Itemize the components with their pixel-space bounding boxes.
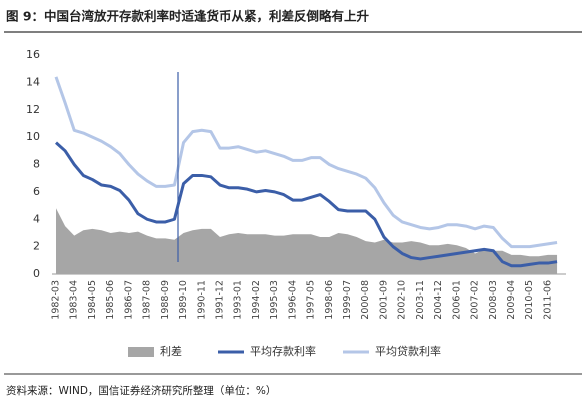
x-tick-label: 1982-03 [51, 280, 62, 320]
y-tick-label: 10 [26, 130, 40, 143]
x-tick-label: 1998-06 [324, 280, 335, 320]
y-tick-label: 6 [33, 185, 40, 198]
spread-area [56, 208, 558, 274]
legend-swatch [128, 347, 154, 357]
legend-label: 平均贷款利率 [375, 344, 441, 358]
x-tick-label: 1986-07 [123, 280, 134, 320]
y-tick-label: 2 [33, 240, 40, 253]
x-tick-label: 2003-11 [415, 280, 426, 320]
x-tick-label: 1994-02 [251, 280, 262, 320]
x-tick-label: 2000-08 [360, 280, 371, 320]
legend-label: 平均存款利率 [250, 344, 316, 358]
y-tick-label: 14 [26, 75, 40, 88]
y-tick-label: 16 [26, 48, 40, 61]
legend-label: 利差 [160, 344, 182, 358]
x-tick-label: 1984-05 [87, 280, 98, 320]
x-tick-label: 1985-06 [105, 280, 116, 320]
x-tick-label: 1993-01 [233, 280, 244, 320]
y-tick-label: 12 [26, 103, 40, 116]
x-tick-label: 2009-04 [506, 280, 517, 320]
x-tick-label: 2011-06 [542, 280, 553, 320]
x-tick-label: 2006-01 [451, 280, 462, 320]
x-tick-label: 1995-03 [269, 280, 280, 320]
y-tick-label: 4 [33, 212, 40, 225]
x-tick-label: 1990-11 [196, 280, 207, 320]
rate-line [54, 76, 558, 249]
x-tick-label: 1991-12 [214, 280, 225, 320]
chart-title: 图 9：中国台湾放开存款利率时适逢货币从紧，利差反倒略有上升 [6, 9, 370, 24]
x-tick-label: 1988-09 [160, 280, 171, 320]
x-tick-label: 1989-10 [178, 280, 189, 320]
source-note: 资料来源：WIND，国信证券经济研究所整理（单位：%） [6, 384, 276, 397]
x-tick-label: 1997-05 [306, 280, 317, 320]
y-tick-label: 0 [33, 267, 40, 280]
x-tick-label: 2002-10 [397, 280, 408, 320]
x-tick-label: 1999-07 [342, 280, 353, 320]
x-tick-label: 2004-12 [433, 280, 444, 320]
x-tick-label: 1983-04 [69, 280, 80, 320]
x-tick-label: 1996-04 [287, 280, 298, 320]
rate-line [54, 141, 558, 268]
x-tick-label: 2001-09 [378, 280, 389, 320]
x-tick-label: 2010-05 [524, 280, 535, 320]
x-tick-label: 2008-03 [488, 280, 499, 320]
x-tick-label: 1987-08 [142, 280, 153, 320]
x-tick-label: 2007-02 [470, 280, 481, 320]
y-tick-label: 8 [33, 158, 40, 171]
